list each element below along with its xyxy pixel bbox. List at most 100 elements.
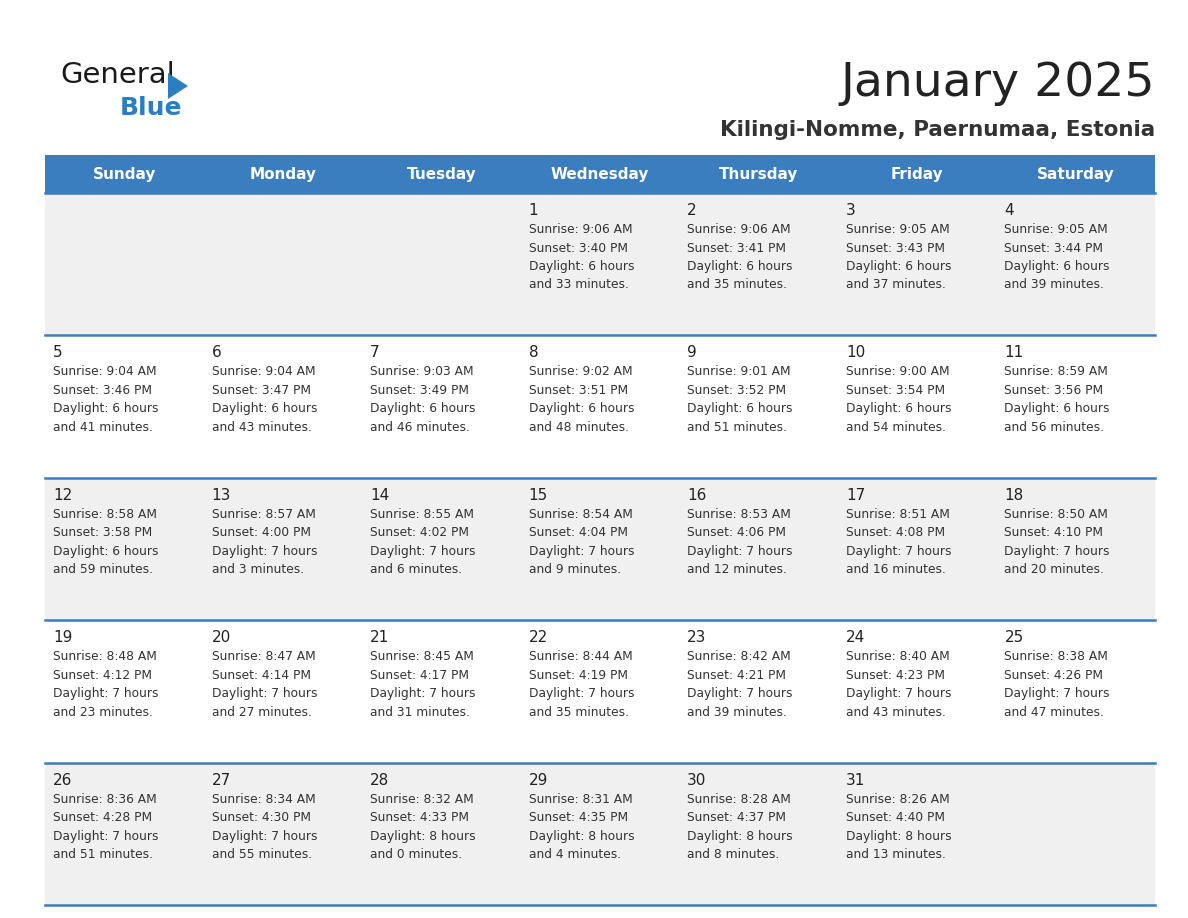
Text: Sunset: 3:58 PM: Sunset: 3:58 PM — [53, 526, 152, 539]
Text: Sunset: 4:00 PM: Sunset: 4:00 PM — [211, 526, 310, 539]
Text: 20: 20 — [211, 630, 230, 645]
Text: Sunrise: 8:32 AM: Sunrise: 8:32 AM — [371, 792, 474, 806]
Text: Sunset: 3:51 PM: Sunset: 3:51 PM — [529, 384, 627, 397]
Text: Sunrise: 8:54 AM: Sunrise: 8:54 AM — [529, 508, 632, 521]
Text: Sunset: 4:10 PM: Sunset: 4:10 PM — [1004, 526, 1104, 539]
Text: Daylight: 8 hours: Daylight: 8 hours — [846, 830, 952, 843]
Text: and 46 minutes.: and 46 minutes. — [371, 420, 470, 434]
Text: Sunrise: 8:47 AM: Sunrise: 8:47 AM — [211, 650, 315, 663]
Text: and 3 minutes.: and 3 minutes. — [211, 564, 304, 577]
Text: Sunrise: 8:57 AM: Sunrise: 8:57 AM — [211, 508, 316, 521]
Text: Daylight: 8 hours: Daylight: 8 hours — [529, 830, 634, 843]
Text: Sunrise: 8:53 AM: Sunrise: 8:53 AM — [688, 508, 791, 521]
Text: and 31 minutes.: and 31 minutes. — [371, 706, 470, 719]
Text: Sunrise: 9:03 AM: Sunrise: 9:03 AM — [371, 365, 474, 378]
Text: and 48 minutes.: and 48 minutes. — [529, 420, 628, 434]
Text: Sunrise: 8:38 AM: Sunrise: 8:38 AM — [1004, 650, 1108, 663]
Text: and 51 minutes.: and 51 minutes. — [53, 848, 153, 861]
Text: Daylight: 6 hours: Daylight: 6 hours — [53, 402, 158, 416]
Text: Daylight: 8 hours: Daylight: 8 hours — [371, 830, 475, 843]
Text: Thursday: Thursday — [719, 166, 798, 182]
Text: Sunset: 4:06 PM: Sunset: 4:06 PM — [688, 526, 786, 539]
Text: Daylight: 7 hours: Daylight: 7 hours — [371, 544, 475, 558]
Text: and 56 minutes.: and 56 minutes. — [1004, 420, 1105, 434]
Bar — [45, 155, 1155, 193]
Text: Daylight: 7 hours: Daylight: 7 hours — [211, 544, 317, 558]
Text: Daylight: 7 hours: Daylight: 7 hours — [846, 688, 952, 700]
Text: 12: 12 — [53, 487, 72, 503]
Text: 2: 2 — [688, 203, 697, 218]
Text: Sunrise: 8:48 AM: Sunrise: 8:48 AM — [53, 650, 157, 663]
Text: 5: 5 — [53, 345, 63, 361]
Text: and 16 minutes.: and 16 minutes. — [846, 564, 946, 577]
Bar — [45, 763, 1155, 905]
Text: 22: 22 — [529, 630, 548, 645]
Text: Sunrise: 8:50 AM: Sunrise: 8:50 AM — [1004, 508, 1108, 521]
Text: Daylight: 6 hours: Daylight: 6 hours — [846, 402, 952, 416]
Text: and 13 minutes.: and 13 minutes. — [846, 848, 946, 861]
Text: Sunset: 4:08 PM: Sunset: 4:08 PM — [846, 526, 944, 539]
Text: Wednesday: Wednesday — [551, 166, 649, 182]
Text: Sunrise: 8:55 AM: Sunrise: 8:55 AM — [371, 508, 474, 521]
Text: Daylight: 6 hours: Daylight: 6 hours — [529, 260, 634, 273]
Text: and 6 minutes.: and 6 minutes. — [371, 564, 462, 577]
Text: Sunrise: 8:31 AM: Sunrise: 8:31 AM — [529, 792, 632, 806]
Text: and 0 minutes.: and 0 minutes. — [371, 848, 462, 861]
Text: and 51 minutes.: and 51 minutes. — [688, 420, 788, 434]
Polygon shape — [168, 73, 188, 99]
Text: Daylight: 6 hours: Daylight: 6 hours — [1004, 402, 1110, 416]
Text: Daylight: 6 hours: Daylight: 6 hours — [53, 544, 158, 558]
Text: 3: 3 — [846, 203, 855, 218]
Text: Friday: Friday — [891, 166, 943, 182]
Text: Sunset: 4:14 PM: Sunset: 4:14 PM — [211, 668, 310, 682]
Text: and 43 minutes.: and 43 minutes. — [846, 706, 946, 719]
Text: Sunset: 4:02 PM: Sunset: 4:02 PM — [371, 526, 469, 539]
Text: 30: 30 — [688, 773, 707, 788]
Text: 17: 17 — [846, 487, 865, 503]
Text: Sunrise: 8:36 AM: Sunrise: 8:36 AM — [53, 792, 157, 806]
Text: and 47 minutes.: and 47 minutes. — [1004, 706, 1105, 719]
Text: Monday: Monday — [249, 166, 316, 182]
Text: Sunrise: 8:28 AM: Sunrise: 8:28 AM — [688, 792, 791, 806]
Text: Sunrise: 8:34 AM: Sunrise: 8:34 AM — [211, 792, 315, 806]
Text: Sunday: Sunday — [93, 166, 156, 182]
Text: Sunrise: 9:05 AM: Sunrise: 9:05 AM — [1004, 223, 1108, 236]
Text: Sunset: 4:23 PM: Sunset: 4:23 PM — [846, 668, 944, 682]
Text: 7: 7 — [371, 345, 380, 361]
Text: Daylight: 7 hours: Daylight: 7 hours — [846, 544, 952, 558]
Text: 14: 14 — [371, 487, 390, 503]
Text: Kilingi-Nomme, Paernumaa, Estonia: Kilingi-Nomme, Paernumaa, Estonia — [720, 120, 1155, 140]
Text: 29: 29 — [529, 773, 548, 788]
Text: Daylight: 6 hours: Daylight: 6 hours — [1004, 260, 1110, 273]
Text: Blue: Blue — [120, 96, 183, 120]
Text: 16: 16 — [688, 487, 707, 503]
Text: 8: 8 — [529, 345, 538, 361]
Text: 6: 6 — [211, 345, 221, 361]
Text: Sunrise: 8:58 AM: Sunrise: 8:58 AM — [53, 508, 157, 521]
Text: January 2025: January 2025 — [840, 61, 1155, 106]
Text: 15: 15 — [529, 487, 548, 503]
Text: and 39 minutes.: and 39 minutes. — [1004, 278, 1105, 292]
Text: and 59 minutes.: and 59 minutes. — [53, 564, 153, 577]
Text: 11: 11 — [1004, 345, 1024, 361]
Text: 13: 13 — [211, 487, 230, 503]
Text: Sunset: 3:41 PM: Sunset: 3:41 PM — [688, 241, 786, 254]
Text: Sunset: 4:40 PM: Sunset: 4:40 PM — [846, 812, 944, 824]
Text: Sunrise: 8:40 AM: Sunrise: 8:40 AM — [846, 650, 949, 663]
Text: 31: 31 — [846, 773, 865, 788]
Text: Daylight: 6 hours: Daylight: 6 hours — [688, 402, 792, 416]
Text: Sunset: 4:33 PM: Sunset: 4:33 PM — [371, 812, 469, 824]
Bar — [45, 621, 1155, 763]
Text: 25: 25 — [1004, 630, 1024, 645]
Text: and 41 minutes.: and 41 minutes. — [53, 420, 153, 434]
Text: Sunset: 4:37 PM: Sunset: 4:37 PM — [688, 812, 786, 824]
Text: Daylight: 7 hours: Daylight: 7 hours — [211, 830, 317, 843]
Text: Daylight: 6 hours: Daylight: 6 hours — [371, 402, 475, 416]
Text: 4: 4 — [1004, 203, 1015, 218]
Text: 9: 9 — [688, 345, 697, 361]
Text: 24: 24 — [846, 630, 865, 645]
Text: and 27 minutes.: and 27 minutes. — [211, 706, 311, 719]
Text: and 8 minutes.: and 8 minutes. — [688, 848, 779, 861]
Text: Sunrise: 9:00 AM: Sunrise: 9:00 AM — [846, 365, 949, 378]
Text: and 55 minutes.: and 55 minutes. — [211, 848, 311, 861]
